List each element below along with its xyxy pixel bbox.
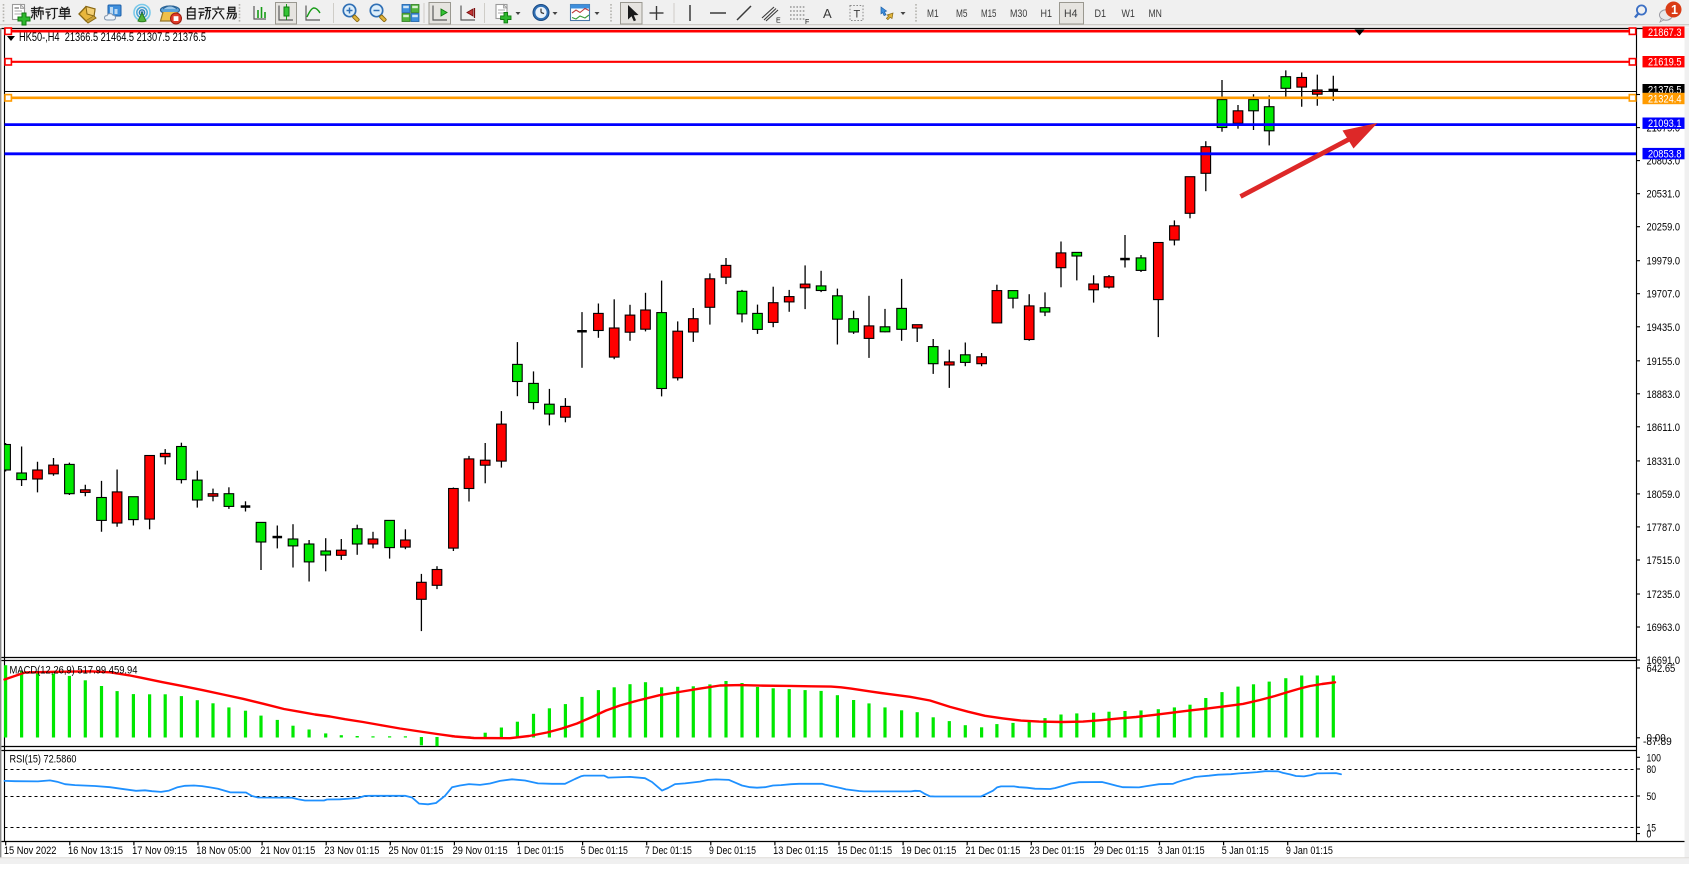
- svg-text:19707.0: 19707.0: [1647, 289, 1681, 301]
- svg-text:25 Nov 01:15: 25 Nov 01:15: [389, 845, 444, 857]
- svg-text:16 Nov 13:15: 16 Nov 13:15: [68, 845, 123, 857]
- svg-text:M15: M15: [981, 8, 996, 20]
- svg-text:E: E: [776, 18, 781, 25]
- svg-text:21 Dec 01:15: 21 Dec 01:15: [965, 845, 1020, 857]
- svg-text:21324.4: 21324.4: [1648, 94, 1682, 106]
- svg-text:19 Dec 01:15: 19 Dec 01:15: [901, 845, 956, 857]
- svg-text:19155.0: 19155.0: [1647, 356, 1681, 368]
- svg-text:21 Nov 01:15: 21 Nov 01:15: [260, 845, 315, 857]
- svg-text:M1: M1: [927, 8, 939, 20]
- svg-text:13 Dec 01:15: 13 Dec 01:15: [773, 845, 828, 857]
- svg-text:18059.0: 18059.0: [1647, 489, 1681, 501]
- svg-text:50: 50: [1647, 791, 1657, 803]
- svg-text:29 Nov 01:15: 29 Nov 01:15: [453, 845, 508, 857]
- svg-text:HK50-,H4 21366.5 21464.5 2130: HK50-,H4 21366.5 21464.5 21307.5 21376.5: [19, 32, 206, 44]
- svg-text:-87.89: -87.89: [1643, 736, 1672, 748]
- svg-text:M5: M5: [956, 8, 968, 20]
- svg-text:1 Dec 01:15: 1 Dec 01:15: [517, 845, 564, 857]
- svg-text:F: F: [805, 19, 809, 26]
- svg-text:17515.0: 17515.0: [1647, 555, 1681, 567]
- svg-text:D1: D1: [1095, 8, 1107, 20]
- svg-text:21619.5: 21619.5: [1648, 57, 1682, 69]
- svg-text:1: 1: [1671, 3, 1678, 17]
- svg-text:20531.0: 20531.0: [1647, 189, 1681, 201]
- svg-text:19435.0: 19435.0: [1647, 322, 1681, 334]
- svg-text:0: 0: [1647, 829, 1652, 841]
- svg-text:H1: H1: [1041, 8, 1053, 20]
- svg-text:29 Dec 01:15: 29 Dec 01:15: [1094, 845, 1149, 857]
- svg-text:19979.0: 19979.0: [1647, 256, 1681, 268]
- svg-text:21867.3: 21867.3: [1648, 27, 1682, 39]
- svg-text:80: 80: [1647, 764, 1657, 776]
- svg-text:16963.0: 16963.0: [1647, 622, 1681, 634]
- svg-text:9 Dec 01:15: 9 Dec 01:15: [709, 845, 756, 857]
- svg-text:W1: W1: [1122, 8, 1135, 20]
- svg-text:23 Nov 01:15: 23 Nov 01:15: [324, 845, 379, 857]
- svg-text:3 Jan 01:15: 3 Jan 01:15: [1158, 845, 1205, 857]
- svg-text:23 Dec 01:15: 23 Dec 01:15: [1030, 845, 1085, 857]
- svg-text:18611.0: 18611.0: [1647, 422, 1681, 434]
- svg-text:20259.0: 20259.0: [1647, 222, 1681, 234]
- svg-text:21093.1: 21093.1: [1648, 118, 1682, 130]
- svg-text:17787.0: 17787.0: [1647, 522, 1681, 534]
- svg-text:18 Nov 05:00: 18 Nov 05:00: [196, 845, 251, 857]
- svg-text:MN: MN: [1149, 8, 1162, 20]
- svg-text:9 Jan 01:15: 9 Jan 01:15: [1286, 845, 1333, 857]
- svg-text:100: 100: [1647, 752, 1661, 764]
- svg-text:17235.0: 17235.0: [1647, 589, 1681, 601]
- svg-text:15 Dec 01:15: 15 Dec 01:15: [837, 845, 892, 857]
- svg-text:5 Dec 01:15: 5 Dec 01:15: [581, 845, 628, 857]
- svg-text:7 Dec 01:15: 7 Dec 01:15: [645, 845, 692, 857]
- svg-text:5 Jan 01:15: 5 Jan 01:15: [1222, 845, 1269, 857]
- svg-text:RSI(15) 72.5860: RSI(15) 72.5860: [10, 753, 77, 765]
- svg-text:20853.8: 20853.8: [1648, 149, 1682, 161]
- svg-text:MACD(12,26,9) 517.99 459.94: MACD(12,26,9) 517.99 459.94: [10, 664, 138, 676]
- svg-text:A: A: [823, 6, 832, 21]
- svg-text:T: T: [854, 9, 861, 21]
- svg-text:H4: H4: [1064, 8, 1077, 20]
- svg-text:M30: M30: [1010, 8, 1027, 20]
- svg-text:17 Nov 09:15: 17 Nov 09:15: [132, 845, 187, 857]
- svg-text:642.65: 642.65: [1647, 663, 1676, 675]
- svg-text:15 Nov 2022: 15 Nov 2022: [4, 845, 57, 857]
- svg-text:18883.0: 18883.0: [1647, 389, 1681, 401]
- svg-text:18331.0: 18331.0: [1647, 456, 1681, 468]
